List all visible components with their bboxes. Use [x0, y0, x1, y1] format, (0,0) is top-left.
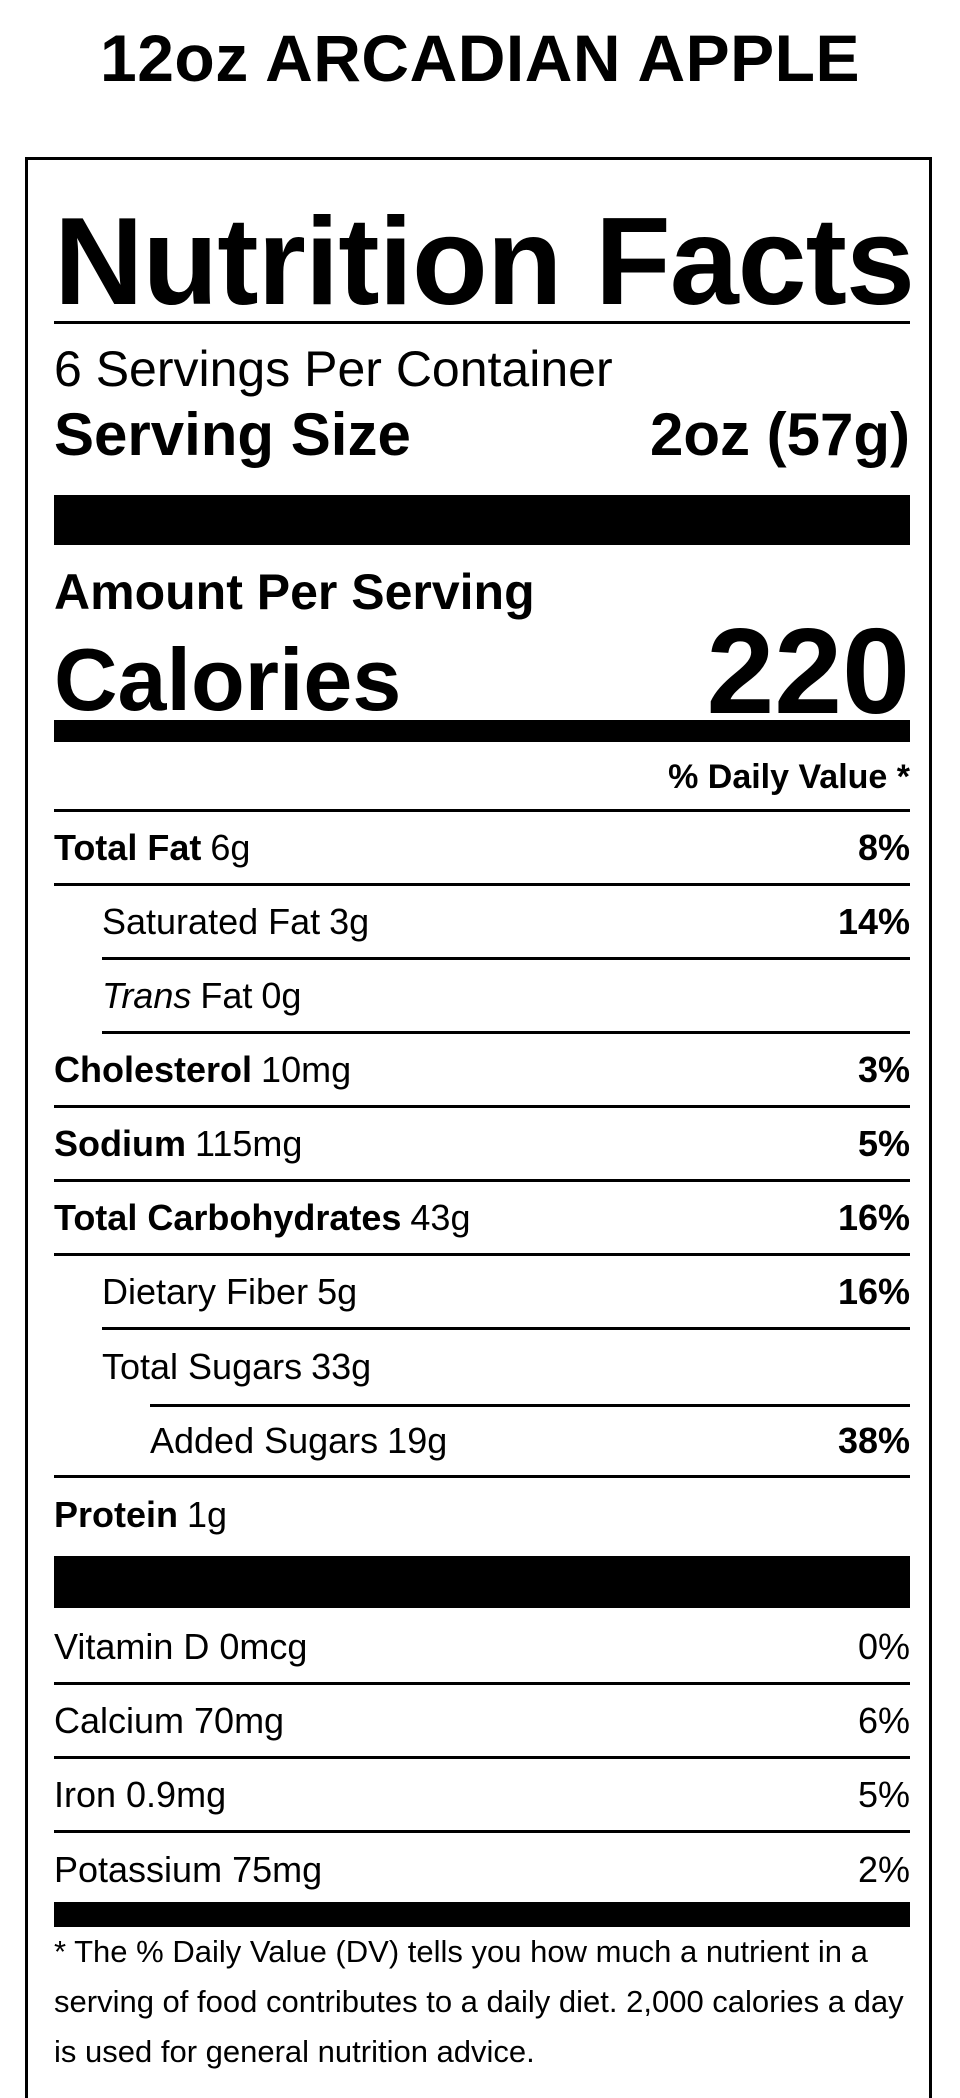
thick-divider	[54, 1556, 910, 1608]
nutrient-row-total-sugars: Total Sugars 33g	[102, 1330, 910, 1404]
nutrient-name: Total Fat	[54, 826, 202, 868]
product-title: 12oz ARCADIAN APPLE	[99, 21, 861, 95]
nutrition-facts-panel: Nutrition Facts 6 Servings Per Container…	[25, 157, 932, 2098]
nutrient-name: Total Sugars	[102, 1346, 303, 1387]
vitamin-row-calcium: Calcium 70mg 6%	[54, 1685, 910, 1759]
vitamin-label: Potassium 75mg	[54, 1849, 323, 1890]
nutrient-dv: 3%	[857, 1048, 910, 1090]
daily-value-footnote: * The % Daily Value (DV) tells you how m…	[54, 1934, 904, 2069]
nutrient-row-protein: Protein 1g	[54, 1478, 910, 1552]
vitamin-row-vitamin-d: Vitamin D 0mcg 0%	[54, 1611, 910, 1685]
nutrient-name: Sodium	[54, 1122, 186, 1164]
vitamin-label: Vitamin D 0mcg	[54, 1625, 308, 1667]
nutrient-name: Added Sugars	[150, 1420, 379, 1461]
divider	[54, 321, 910, 324]
nutrient-amount: 19g	[387, 1420, 448, 1461]
nutrient-row-cholesterol: Cholesterol 10mg 3%	[54, 1034, 910, 1108]
medium-divider	[54, 1902, 910, 1927]
added-sugars-wrapper: Added Sugars 19g 38%	[54, 1404, 910, 1478]
serving-size-row: Serving Size 2oz (57g)	[54, 400, 910, 470]
nutrient-amount: 33g	[311, 1346, 372, 1387]
nutrient-amount: 43g	[410, 1196, 471, 1238]
vitamin-label: Iron 0.9mg	[54, 1773, 227, 1815]
nutrient-row-trans-fat: Trans Fat 0g	[102, 960, 910, 1034]
nutrient-list: % Daily Value * Total Fat 6g 8% Saturated…	[54, 742, 910, 1552]
nutrient-dv: 5%	[857, 1122, 910, 1164]
vitamin-dv: 0%	[857, 1625, 910, 1667]
nutrient-row-total-carbohydrates: Total Carbohydrates 43g 16%	[54, 1182, 910, 1256]
nutrient-amount: 115mg	[195, 1122, 303, 1164]
nutrient-dv: 38%	[837, 1420, 910, 1461]
nutrient-name: Total Carbohydrates	[54, 1196, 402, 1238]
vitamin-dv: 6%	[857, 1699, 910, 1741]
nutrient-amount: 5g	[317, 1270, 358, 1312]
nutrient-dv: 16%	[837, 1196, 910, 1238]
nutrient-row-added-sugars: Added Sugars 19g 38%	[54, 1407, 910, 1478]
vitamin-list: Vitamin D 0mcg 0% Calcium 70mg 6% Iron 0…	[54, 1611, 910, 1907]
nutrient-name: Fat	[200, 974, 253, 1016]
nutrient-amount: 6g	[210, 826, 251, 868]
nutrient-amount: 0g	[261, 974, 302, 1016]
thick-divider	[54, 495, 910, 545]
nutrition-facts-heading: Nutrition Facts	[54, 193, 915, 331]
medium-divider	[54, 720, 910, 742]
calories-label: Calories	[54, 630, 402, 729]
nutrient-dv: 8%	[857, 826, 910, 868]
nutrient-name-italic: Trans	[102, 974, 192, 1016]
nutrient-amount: 3g	[329, 900, 370, 942]
nutrient-row-saturated-fat: Saturated Fat 3g 14%	[102, 886, 910, 960]
servings-per-container: 6 Servings Per Container	[54, 341, 613, 397]
nutrient-row-total-fat: Total Fat 6g 8%	[54, 812, 910, 886]
nutrient-amount: 1g	[187, 1494, 228, 1535]
nutrient-name: Cholesterol	[54, 1048, 253, 1090]
calories-value: 220	[706, 603, 910, 739]
vitamin-dv: 5%	[857, 1773, 910, 1815]
vitamin-row-iron: Iron 0.9mg 5%	[54, 1759, 910, 1833]
nutrient-row-sodium: Sodium 115mg 5%	[54, 1108, 910, 1182]
vitamin-label: Calcium 70mg	[54, 1699, 285, 1741]
vitamin-row-potassium: Potassium 75mg 2%	[54, 1833, 910, 1907]
nutrient-amount: 10mg	[261, 1048, 352, 1090]
serving-size-value: 2oz (57g)	[649, 401, 910, 468]
nutrient-name: Saturated Fat	[102, 900, 321, 942]
nutrient-name: Dietary Fiber	[102, 1270, 309, 1312]
divider	[150, 1404, 910, 1407]
calories-row: Calories 220	[54, 590, 910, 740]
vitamin-dv: 2%	[857, 1849, 910, 1890]
nutrient-dv: 16%	[837, 1270, 910, 1312]
nutrient-dv: 14%	[837, 900, 910, 942]
serving-size-label: Serving Size	[54, 401, 411, 468]
nutrient-name: Protein	[54, 1494, 179, 1535]
daily-value-header: % Daily Value *	[54, 742, 910, 812]
amount-per-serving: Amount Per Serving	[54, 564, 535, 620]
nutrient-row-dietary-fiber: Dietary Fiber 5g 16%	[102, 1256, 910, 1330]
